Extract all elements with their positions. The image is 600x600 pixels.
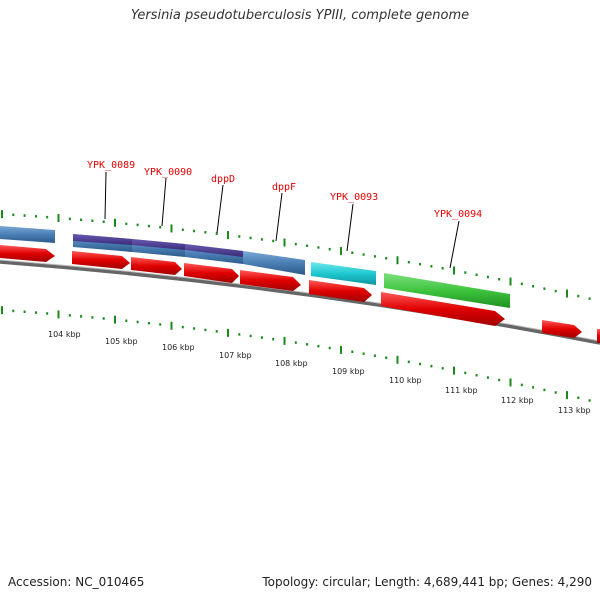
genome-summary-text: Topology: circular; Length: 4,689,441 bp… bbox=[262, 575, 592, 589]
kbp-scale-labels: 104 kbp 105 kbp 106 kbp 107 kbp 108 kbp … bbox=[48, 330, 591, 415]
genome-backbone bbox=[0, 260, 600, 345]
feature-ypk0090-purple[interactable] bbox=[132, 239, 185, 250]
kbp-label-107: 107 kbp bbox=[219, 351, 252, 360]
feature-track bbox=[0, 226, 510, 308]
cds-arrow-5[interactable] bbox=[240, 270, 301, 291]
cds-arrow-3[interactable] bbox=[131, 257, 182, 275]
cds-arrow-4[interactable] bbox=[184, 263, 239, 283]
feature-dppf[interactable] bbox=[243, 251, 305, 275]
cds-arrow-6[interactable] bbox=[309, 280, 372, 302]
kbp-label-105: 105 kbp bbox=[105, 337, 138, 346]
upper-tick-ring bbox=[1, 210, 591, 300]
cds-arrow-7[interactable] bbox=[381, 292, 505, 326]
feature-ypk0093[interactable] bbox=[311, 262, 376, 285]
gene-label-ypk0090[interactable]: YPK_0090 bbox=[144, 167, 192, 178]
feature-ypk0094[interactable] bbox=[384, 273, 510, 308]
cds-arrow-8[interactable] bbox=[542, 320, 582, 338]
kbp-label-111: 111 kbp bbox=[445, 386, 478, 395]
accession-text: Accession: NC_010465 bbox=[8, 575, 145, 589]
kbp-label-104: 104 kbp bbox=[48, 330, 81, 339]
gene-label-ypk0089[interactable]: YPK_0089 bbox=[87, 160, 135, 171]
cds-arrow-1[interactable] bbox=[0, 245, 55, 262]
cds-arrow-2[interactable] bbox=[72, 251, 130, 269]
kbp-label-110: 110 kbp bbox=[389, 376, 422, 385]
gene-label-ypk0093[interactable]: YPK_0093 bbox=[330, 192, 378, 203]
gene-label-dppf[interactable]: dppF bbox=[272, 182, 296, 193]
cds-arrow-9[interactable] bbox=[597, 329, 600, 343]
feature-dppd-purple[interactable] bbox=[185, 244, 243, 257]
lower-tick-ring bbox=[1, 306, 591, 402]
kbp-label-106: 106 kbp bbox=[162, 343, 195, 352]
feature-steelblue-left[interactable] bbox=[0, 226, 55, 243]
kbp-label-109: 109 kbp bbox=[332, 367, 365, 376]
kbp-label-108: 108 kbp bbox=[275, 359, 308, 368]
kbp-label-113: 113 kbp bbox=[558, 406, 591, 415]
feature-ypk0089-purple[interactable] bbox=[73, 234, 132, 245]
gene-callouts: YPK_0089 YPK_0090 dppD dppF YPK_0093 YPK… bbox=[87, 160, 482, 269]
gene-label-dppd[interactable]: dppD bbox=[211, 174, 235, 185]
kbp-label-112: 112 kbp bbox=[501, 396, 534, 405]
map-title: Yersinia pseudotuberculosis YPIII, compl… bbox=[130, 8, 470, 23]
cds-track bbox=[0, 245, 600, 343]
gene-label-ypk0094[interactable]: YPK_0094 bbox=[434, 209, 482, 220]
